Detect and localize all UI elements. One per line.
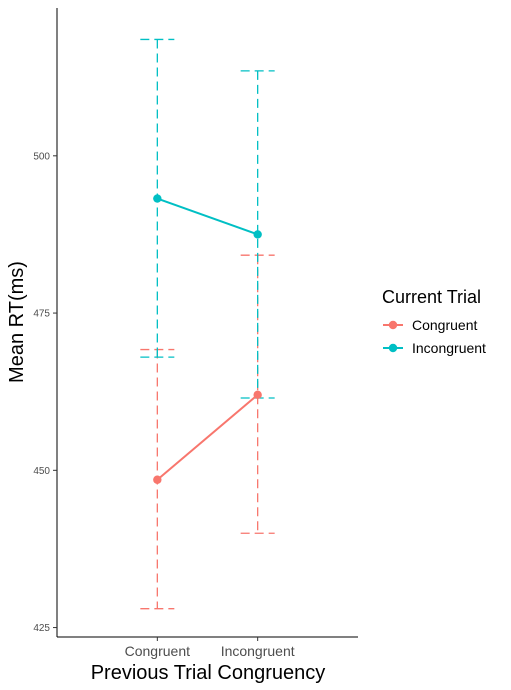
y-axis-title: Mean RT(ms) bbox=[6, 261, 28, 383]
legend-label-congruent: Congruent bbox=[412, 317, 477, 333]
y-tick-label: 500 bbox=[33, 151, 50, 162]
y-ticks: 425 450 475 500 bbox=[33, 151, 57, 634]
point-incongruent-0 bbox=[153, 194, 162, 203]
data-points bbox=[153, 194, 262, 484]
axes bbox=[56, 8, 358, 638]
series-line-congruent bbox=[156, 394, 259, 481]
legend-title: Current Trial bbox=[382, 287, 481, 307]
y-tick-label: 475 bbox=[33, 309, 50, 320]
point-congruent-0 bbox=[153, 475, 162, 484]
error-bars bbox=[140, 38, 275, 610]
x-axis-title: Previous Trial Congruency bbox=[91, 662, 326, 684]
x-ticks: Congruent Incongruent bbox=[125, 637, 295, 659]
series-lines bbox=[156, 197, 259, 481]
x-tick-label: Congruent bbox=[125, 643, 190, 659]
legend-key-point bbox=[388, 320, 398, 330]
series-line-incongruent bbox=[156, 197, 259, 236]
x-tick-label: Incongruent bbox=[221, 643, 295, 659]
y-tick-label: 450 bbox=[33, 466, 50, 477]
y-tick-label: 425 bbox=[33, 623, 50, 634]
legend-key-point bbox=[388, 343, 398, 353]
point-incongruent-1 bbox=[253, 230, 262, 239]
point-congruent-1 bbox=[253, 390, 262, 400]
legend: Current Trial Congruent Incongruent bbox=[382, 287, 486, 356]
legend-label-incongruent: Incongruent bbox=[412, 340, 486, 356]
